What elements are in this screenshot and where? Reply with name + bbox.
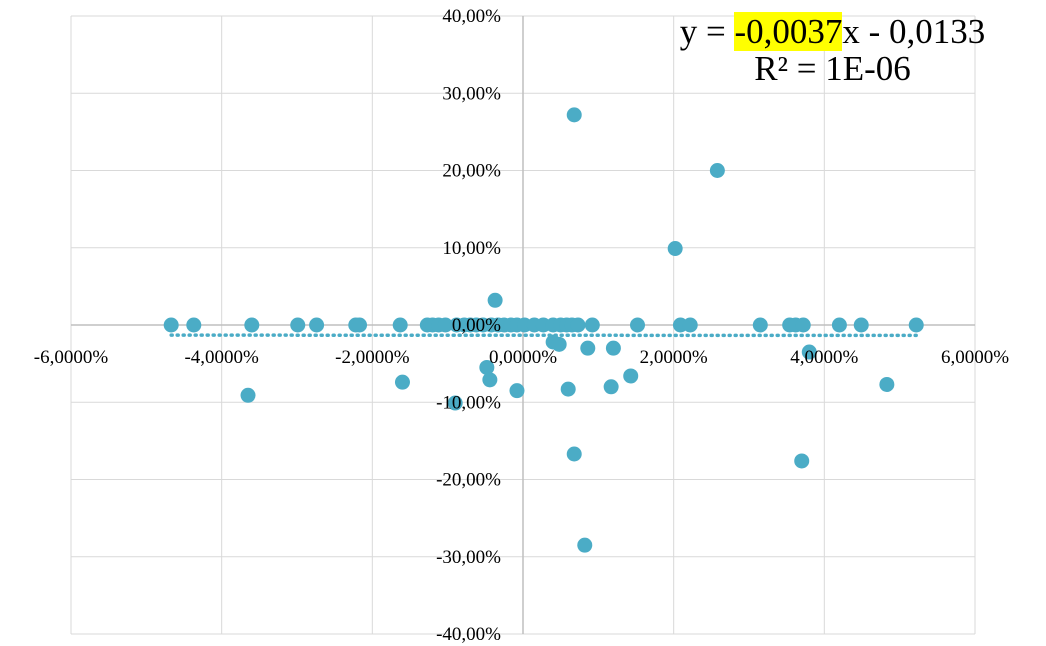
equation-prefix: y = [679,12,735,51]
y-tick-label: 30,00% [442,83,501,104]
data-point [584,317,600,333]
y-tick-label: -20,00% [436,470,501,491]
data-point [603,379,619,395]
data-point [580,340,596,356]
data-point [709,163,725,178]
data-point [509,383,525,399]
data-point [479,359,495,375]
y-tick-label: -30,00% [436,547,501,568]
data-point [437,317,453,333]
x-tick-label: 0,0000% [489,347,557,368]
data-point [309,317,325,333]
data-point [566,446,582,462]
y-tick-label: 40,00% [442,6,501,27]
data-point [566,107,582,123]
trendline-equation: y = -0,0037x - 0,0133 [640,12,1025,51]
data-point [831,317,847,333]
data-point [605,340,621,356]
data-points [163,107,924,553]
y-tick-label: -40,00% [436,624,501,645]
x-tick-label: 6,0000% [941,347,1009,368]
y-tick-label: 0,00% [452,315,501,336]
r-squared-label: R² = 1E-06 [754,48,911,88]
data-point [290,317,306,333]
data-point [186,317,202,333]
data-point [352,317,368,333]
data-point [801,344,817,360]
data-point [560,381,576,397]
data-point [570,317,586,333]
y-tick-label: 20,00% [442,161,501,182]
data-point [752,317,768,333]
data-point [577,537,593,553]
equation-slope-highlight: -0,0037 [734,12,843,51]
x-tick-label: 4,0000% [790,347,858,368]
data-point [447,395,463,411]
data-point [623,368,639,384]
data-point [630,317,646,333]
y-tick-label: -10,00% [436,392,501,413]
x-tick-labels: -6,0000% -4,0000% -2,0000% 0,0000% 2,0000% 4,… [34,347,1009,368]
data-point [794,453,810,469]
data-point [163,317,179,333]
x-tick-label: -2,0000% [335,347,410,368]
data-point [795,317,811,333]
y-tick-labels: 40,00% 30,00% 20,00% 10,00% 0,00% -10,00% -20,… [436,6,501,645]
data-point [240,387,256,403]
data-point [853,317,869,333]
x-tick-label: -6,0000% [34,347,109,368]
data-point [682,317,698,333]
data-point [908,317,924,333]
data-point [551,336,567,352]
data-point [667,241,683,257]
y-tick-label: 10,00% [442,238,501,259]
data-point [244,317,260,333]
data-point [392,317,408,333]
data-point [487,292,503,308]
data-point [482,372,498,388]
equation-suffix: x - 0,0133 [842,12,986,51]
x-tick-label: 2,0000% [640,347,708,368]
data-point [394,374,410,390]
x-tick-label: -4,0000% [184,347,259,368]
trendline-equation-box: y = -0,0037x - 0,0133 R² = 1E-06 [640,12,1025,88]
data-point [879,376,895,392]
